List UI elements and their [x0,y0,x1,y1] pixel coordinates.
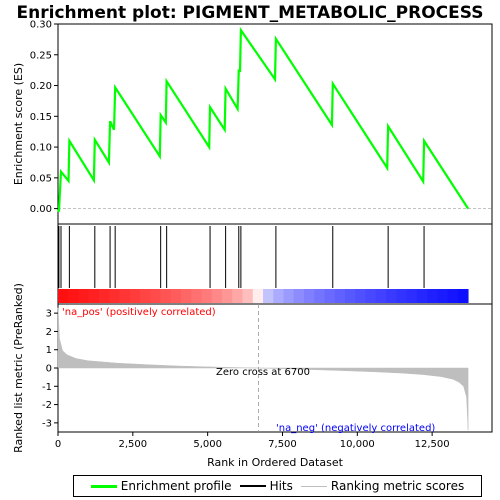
heat-bar-segment [222,289,233,303]
heat-bar-segment [181,289,192,303]
metric-y-tick-label: -3 [42,418,52,429]
heat-bar-segment [201,289,213,303]
es-y-tick-label: 0.25 [30,50,52,61]
chart-title: Enrichment plot: PIGMENT_METABOLIC_PROCE… [17,3,484,23]
x-tick-label: 12,500 [415,439,450,450]
es-y-tick-label: 0.10 [30,143,52,154]
heat-bar-segment [386,289,397,303]
x-tick-label: 2,500 [119,439,148,450]
metric-plot-layer [57,304,469,432]
es-y-axis-label: Enrichment score (ES) [12,63,25,185]
es-y-tick-label: 0.20 [30,81,52,92]
metric-y-tick-label: -2 [42,400,52,411]
es-y-tick-label: 0.05 [30,173,52,184]
x-axis-label: Rank in Ordered Dataset [207,456,344,469]
heat-bar-segment [170,289,182,303]
heat-bar-segment [88,289,100,303]
legend-label: Hits [269,479,293,493]
heat-bar-segment [416,289,428,303]
es-y-tick-label: 0.30 [30,20,52,31]
heat-bar-segment [129,289,141,303]
heat-bar-segment [396,289,408,303]
pos-annotation: 'na_pos' (positively correlated) [62,307,216,318]
legend-item-enrichment: Enrichment profile [90,479,232,493]
heat-bar-segment [232,289,244,303]
x-tick-label: 5,000 [193,439,222,450]
es-y-tick-label: 0.00 [30,204,52,215]
heat-bar-segment [304,289,315,303]
metric-y-tick-label: -1 [42,382,52,393]
heat-bar-segment [58,289,69,303]
neg-annotation: 'na_neg' (negatively correlated) [276,423,435,434]
heat-bar-segment [140,289,151,303]
heat-bar-segment [355,289,367,303]
heat-bar-segment [345,289,356,303]
heat-bar-segment [324,289,336,303]
legend-item-metric: Ranking metric scores [300,479,465,493]
heat-bar-segment [99,289,110,303]
heat-bar-segment [211,289,223,303]
heat-bar-segment [191,289,203,303]
legend-label: Enrichment profile [120,479,232,493]
heat-bar-segment [447,289,459,303]
heat-bar-segment [406,289,418,303]
heat-bar-segment [150,289,162,303]
es-plot-layer [56,26,492,213]
heat-bar-segment [78,289,90,303]
heat-bar-segment [252,289,264,303]
metric-y-tick-label: 1 [46,345,52,356]
heat-bar-segment [314,289,326,303]
legend-item-hits: Hits [239,479,293,493]
heat-bar-segment [427,289,438,303]
heat-bar-segment [457,289,469,303]
x-tick-label: 10,000 [340,439,375,450]
x-tick-label: 0 [55,439,61,450]
metric-y-axis-label: Ranked list metric (PreRanked) [12,283,25,453]
heat-bar-segment [68,289,80,303]
legend-line-icon [90,484,117,488]
zero-cross-annotation: Zero cross at 6700 [216,367,310,378]
heat-bar-segment [365,289,377,303]
heat-bar-segment [334,289,346,303]
metric-y-tick-label: 2 [46,327,52,338]
heat-bar-segment [293,289,305,303]
heat-bar-segment [160,289,172,303]
hits-layer [58,226,425,288]
heat-bar-layer [58,289,469,303]
heat-bar-segment [242,289,254,303]
es-y-tick-label: 0.15 [30,112,52,123]
heat-bar-segment [263,289,274,303]
ranking-metric-area [57,307,469,431]
heat-bar-segment [375,289,387,303]
legend-line-icon [300,485,327,487]
heat-bar-segment [437,289,449,303]
x-tick-label: 7,500 [268,439,297,450]
heat-bar-segment [273,289,285,303]
metric-y-tick-label: 3 [46,309,52,320]
legend-label: Ranking metric scores [330,479,465,493]
heat-bar-segment [283,289,295,303]
legend: Enrichment profile Hits Ranking metric s… [73,475,482,497]
heat-bar-segment [119,289,131,303]
heat-bar-segment [109,289,121,303]
enrichment-profile-line [56,26,470,213]
legend-line-icon [239,485,266,487]
metric-y-tick-label: 0 [46,364,52,375]
